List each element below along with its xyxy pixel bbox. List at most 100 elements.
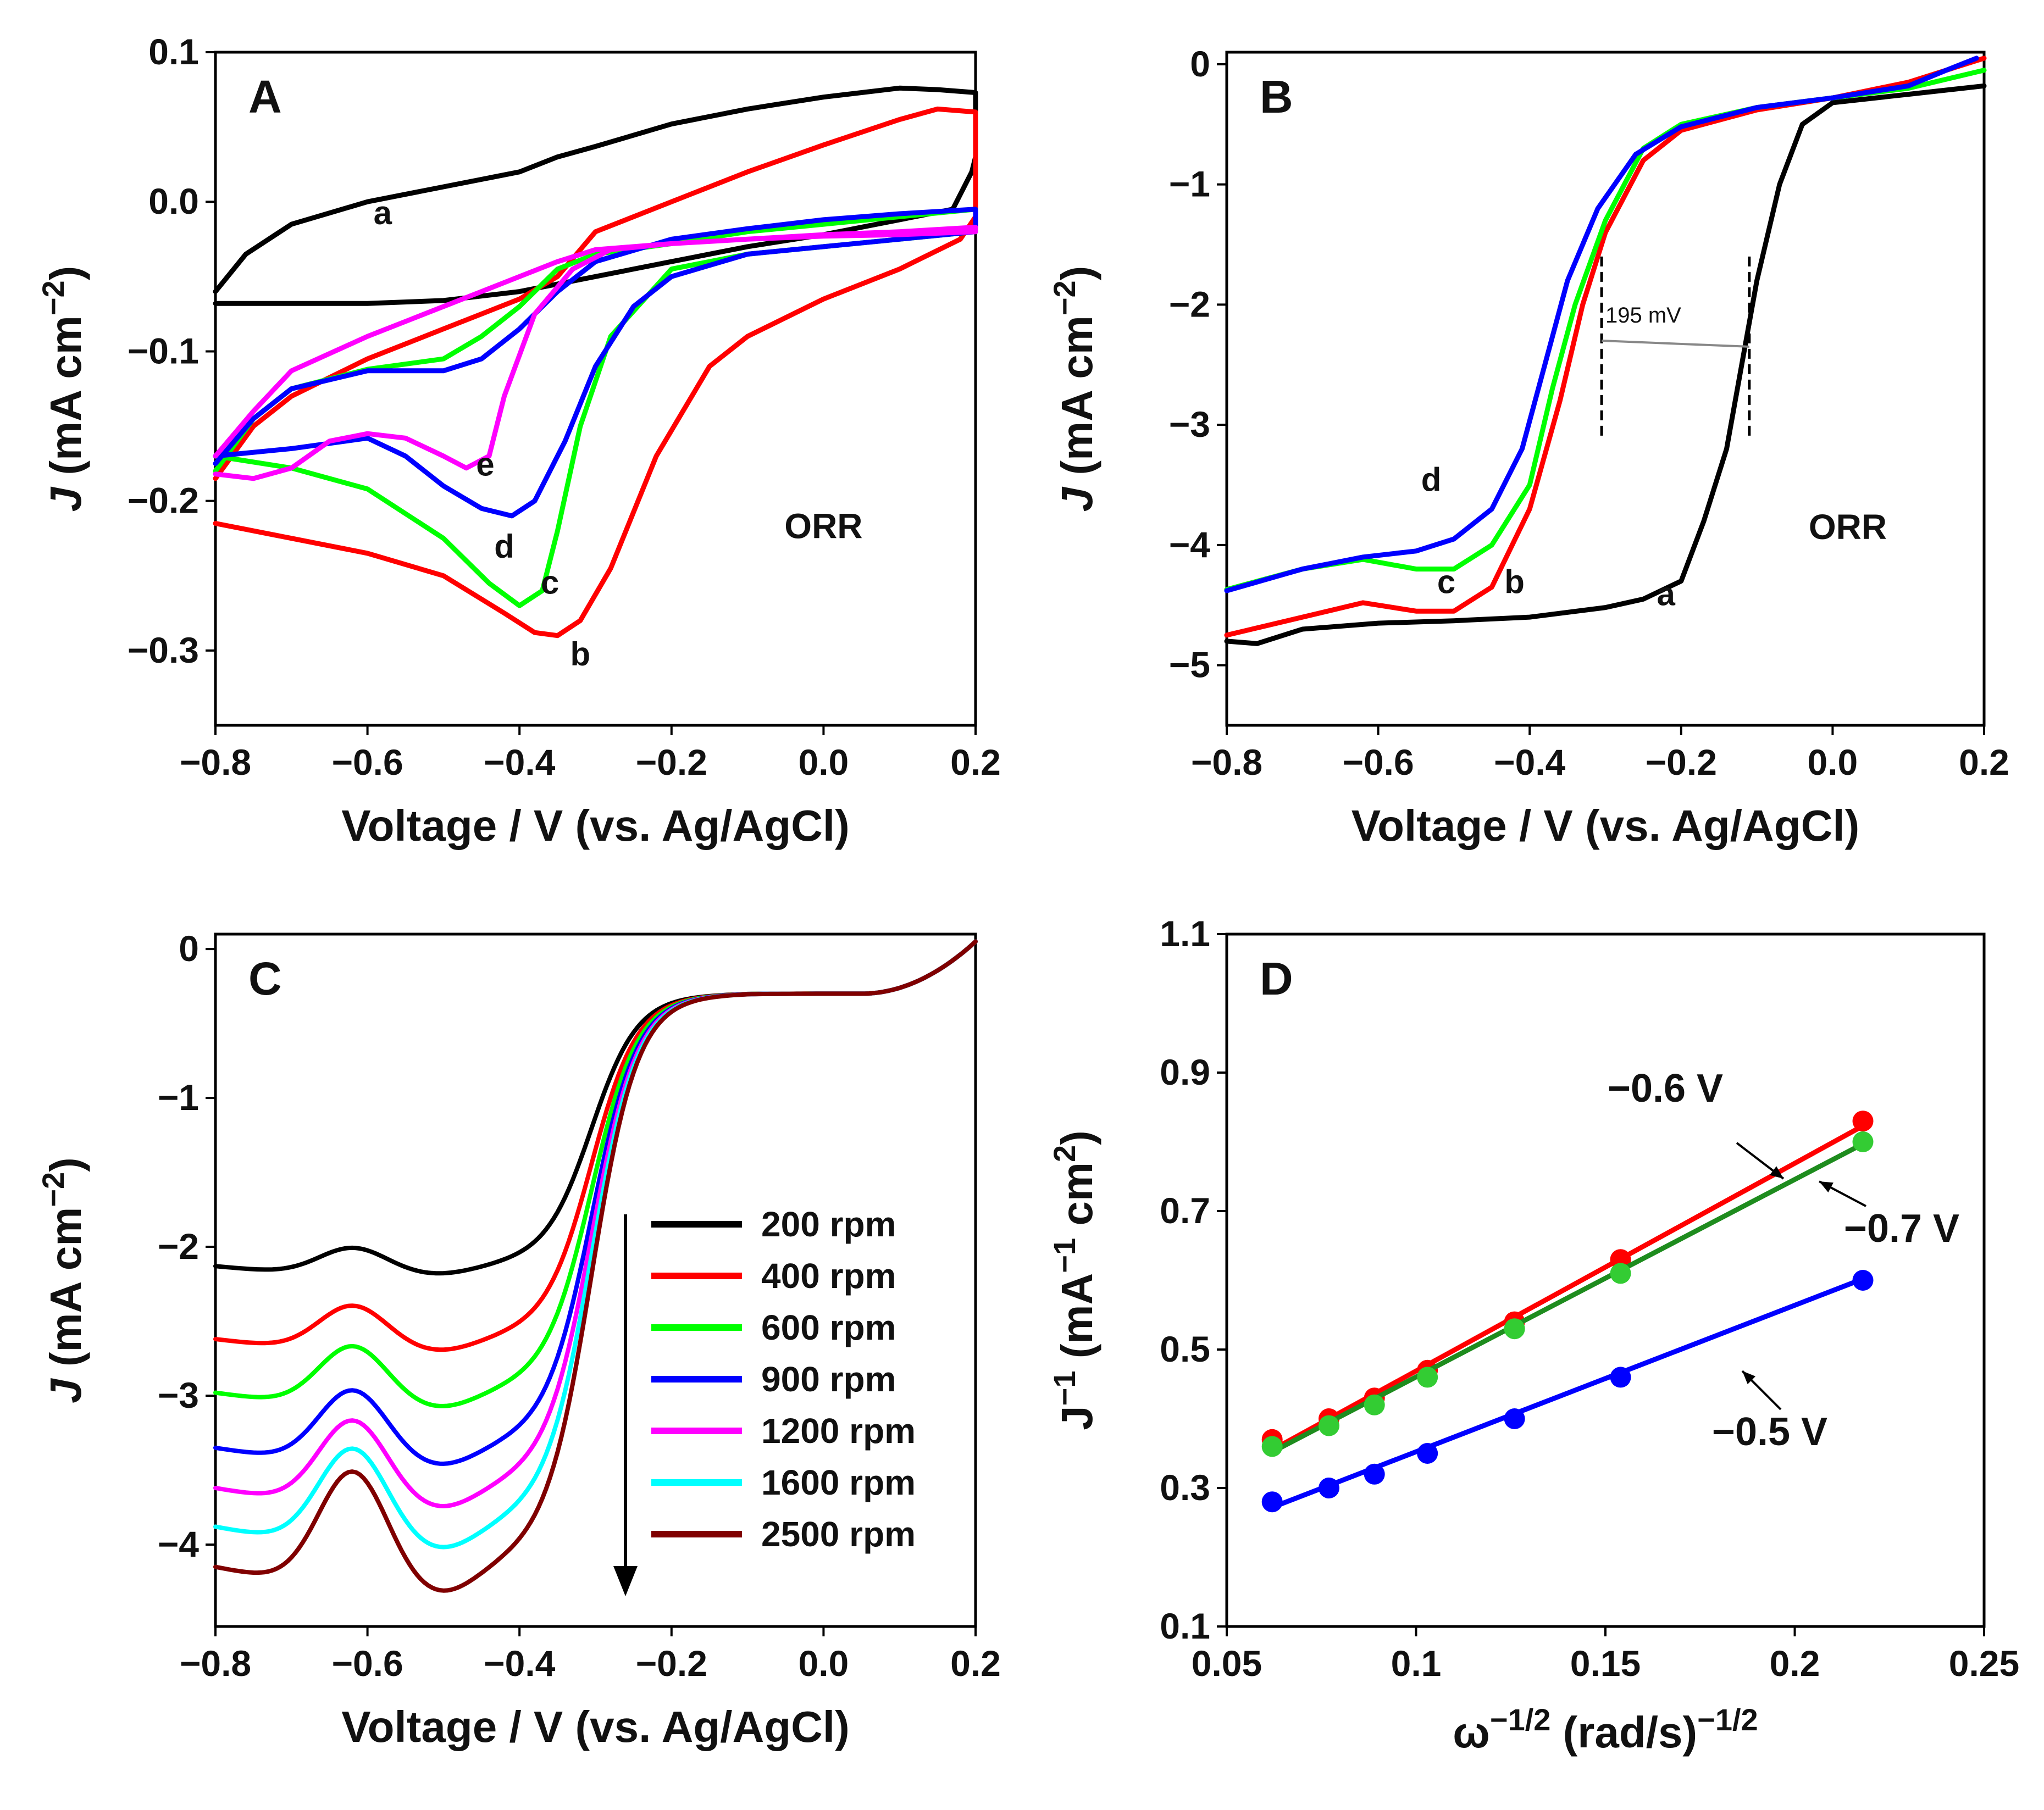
y-axis-label: J (mA cm−2) bbox=[1047, 266, 1102, 512]
data-point bbox=[1852, 1270, 1874, 1291]
legend-label: 1200 rpm bbox=[761, 1411, 916, 1451]
panel-b-lsv-curves: −0.8 −0.6 −0.4 −0.2 0.0 0.2 0 −1 −2 −3 −4 −5 Ba b c d 19… bbox=[1047, 43, 2009, 850]
panel-c-rotation-rate-lsv: −0.8 −0.6 −0.4 −0.2 0.0 0.2 0 −1 −2 −3 −4 C 200 rpm 4… bbox=[36, 928, 1001, 1751]
y-tick-label: −2 bbox=[1169, 284, 1210, 324]
legend-label: 900 rpm bbox=[761, 1359, 896, 1399]
y-label-j: J bbox=[1053, 1406, 1101, 1430]
series-line-2500-rpm bbox=[213, 939, 978, 1593]
legend-label: 400 rpm bbox=[761, 1256, 896, 1296]
panel-label: C bbox=[248, 953, 282, 1004]
x-tick-label: 0.25 bbox=[1949, 1643, 2019, 1684]
legend-label: 1600 rpm bbox=[761, 1463, 916, 1502]
x-tick-label: 0.05 bbox=[1192, 1643, 1262, 1684]
y-axis-label-close: ) bbox=[41, 266, 90, 281]
y-tick-label: −5 bbox=[1169, 645, 1210, 685]
y-tick-label: 0 bbox=[179, 928, 199, 969]
arrow-head bbox=[1819, 1181, 1833, 1193]
data-point bbox=[1261, 1436, 1283, 1457]
y-tick-label: 1.1 bbox=[1160, 913, 1210, 954]
series-line-d bbox=[1224, 55, 1979, 593]
panel-d-koutecky-levich: 0.05 0.1 0.15 0.2 0.250.10.30.50.70.91.1D−0.… bbox=[1047, 913, 2020, 1757]
series-label-d: d bbox=[1421, 461, 1442, 498]
y-tick-label: 0.1 bbox=[1160, 1606, 1210, 1646]
y-tick-label: −0.1 bbox=[128, 330, 199, 371]
series-label-a: a bbox=[374, 195, 392, 231]
data-point bbox=[1610, 1367, 1631, 1388]
y-tick-label: −0.3 bbox=[128, 630, 199, 670]
plot-frame bbox=[1225, 51, 1986, 727]
y-tick-label: 0.5 bbox=[1160, 1329, 1210, 1369]
data-point bbox=[1319, 1478, 1340, 1498]
series-label-d: d bbox=[494, 528, 514, 565]
y-tick-label: −3 bbox=[158, 1375, 199, 1415]
y-axis-label-symbol: J bbox=[41, 486, 90, 512]
y-axis-label-exponent: −2 bbox=[36, 280, 70, 315]
annotation-orr: ORR bbox=[1809, 507, 1887, 547]
data-point bbox=[1504, 1318, 1525, 1340]
data-point bbox=[1504, 1408, 1525, 1429]
legend-label: 2500 rpm bbox=[761, 1514, 916, 1554]
series-label: −0.7 V bbox=[1844, 1207, 1959, 1251]
y-axis-label-symbol: J bbox=[1053, 486, 1101, 512]
y-axis-label-close: ) bbox=[41, 1157, 90, 1172]
x-tick-label: −0.2 bbox=[1646, 742, 1717, 782]
arrow-head bbox=[1769, 1166, 1783, 1179]
y-label-ma-exponent: −1 bbox=[1047, 1238, 1082, 1273]
x-tick-label: −0.4 bbox=[1494, 742, 1566, 782]
series-label: −0.6 V bbox=[1608, 1067, 1723, 1111]
y-axis-label-symbol: J bbox=[41, 1378, 90, 1403]
y-label-cm: cm bbox=[1053, 1162, 1101, 1238]
plot-frame bbox=[214, 932, 977, 1628]
x-axis-label: Voltage / V (vs. Ag/AgCl) bbox=[1351, 801, 1860, 850]
data-point bbox=[1417, 1367, 1438, 1388]
y-label-j-exponent: −1 bbox=[1047, 1370, 1082, 1406]
x-tick-label: 0.0 bbox=[1808, 742, 1858, 782]
panel-a-cyclic-voltammetry: −0.8 −0.6 −0.4 −0.2 0.0 0.2 0.1 0.0 −0.1 −0.2 −0.3… bbox=[36, 31, 1001, 850]
x-tick-label: −0.8 bbox=[180, 742, 251, 782]
series-line-e bbox=[213, 225, 978, 481]
x-tick-label: −0.6 bbox=[331, 742, 403, 782]
x-tick-label: 0.2 bbox=[1959, 742, 2009, 782]
y-axis-label-text: (mA cm bbox=[1053, 315, 1101, 487]
y-tick-label: 0.0 bbox=[148, 181, 199, 221]
y-label-cm-exponent: 2 bbox=[1047, 1145, 1082, 1162]
y-label-close: ) bbox=[1053, 1130, 1101, 1145]
y-tick-label: 0.7 bbox=[1160, 1190, 1210, 1231]
y-tick-label: 0.3 bbox=[1160, 1467, 1210, 1508]
data-point bbox=[1364, 1394, 1385, 1415]
panel-label: A bbox=[248, 71, 282, 123]
y-label-ma: (mA bbox=[1053, 1273, 1101, 1371]
data-point bbox=[1852, 1131, 1874, 1152]
y-axis-label-text: (mA cm bbox=[41, 1207, 90, 1379]
y-axis-label-text: (mA cm bbox=[41, 315, 90, 487]
x-axis-label: ω−1/2 (rad/s)−1/2 bbox=[1453, 1702, 1758, 1757]
x-tick-label: 0.0 bbox=[799, 1643, 849, 1684]
x-tick-label: −0.4 bbox=[484, 742, 556, 782]
y-tick-label: 0 bbox=[1190, 43, 1210, 84]
x-tick-label: −0.4 bbox=[484, 1643, 556, 1684]
series-label-c: c bbox=[1437, 563, 1455, 600]
x-axis-label: Voltage / V (vs. Ag/AgCl) bbox=[341, 1702, 850, 1751]
arrow-head bbox=[1742, 1371, 1756, 1385]
x-tick-label: 0.2 bbox=[950, 742, 1001, 782]
y-tick-label: −1 bbox=[1169, 164, 1210, 204]
y-axis-label-exponent: −2 bbox=[1047, 280, 1082, 315]
y-tick-label: −3 bbox=[1169, 404, 1210, 445]
y-tick-label: −1 bbox=[158, 1077, 199, 1118]
y-axis-label: J−1 (mA−1 cm2) bbox=[1047, 1130, 1102, 1430]
y-axis-label-close: ) bbox=[1053, 266, 1101, 281]
y-tick-label: −0.2 bbox=[128, 480, 199, 521]
series-label: −0.5 V bbox=[1712, 1410, 1827, 1454]
x-tick-label: 0.2 bbox=[1770, 1643, 1820, 1684]
series-line-a bbox=[1224, 83, 1987, 646]
x-tick-label: −0.6 bbox=[331, 1643, 403, 1684]
data-point bbox=[1364, 1463, 1385, 1485]
y-axis-label: J (mA cm−2) bbox=[36, 266, 91, 512]
y-axis-label-exponent: −2 bbox=[36, 1172, 70, 1207]
y-tick-label: −4 bbox=[1169, 524, 1211, 565]
y-axis-label: J (mA cm−2) bbox=[36, 1157, 91, 1403]
x-label-omega: ω bbox=[1453, 1708, 1490, 1757]
annotation-orr: ORR bbox=[784, 507, 862, 546]
plot-frame bbox=[214, 51, 977, 727]
